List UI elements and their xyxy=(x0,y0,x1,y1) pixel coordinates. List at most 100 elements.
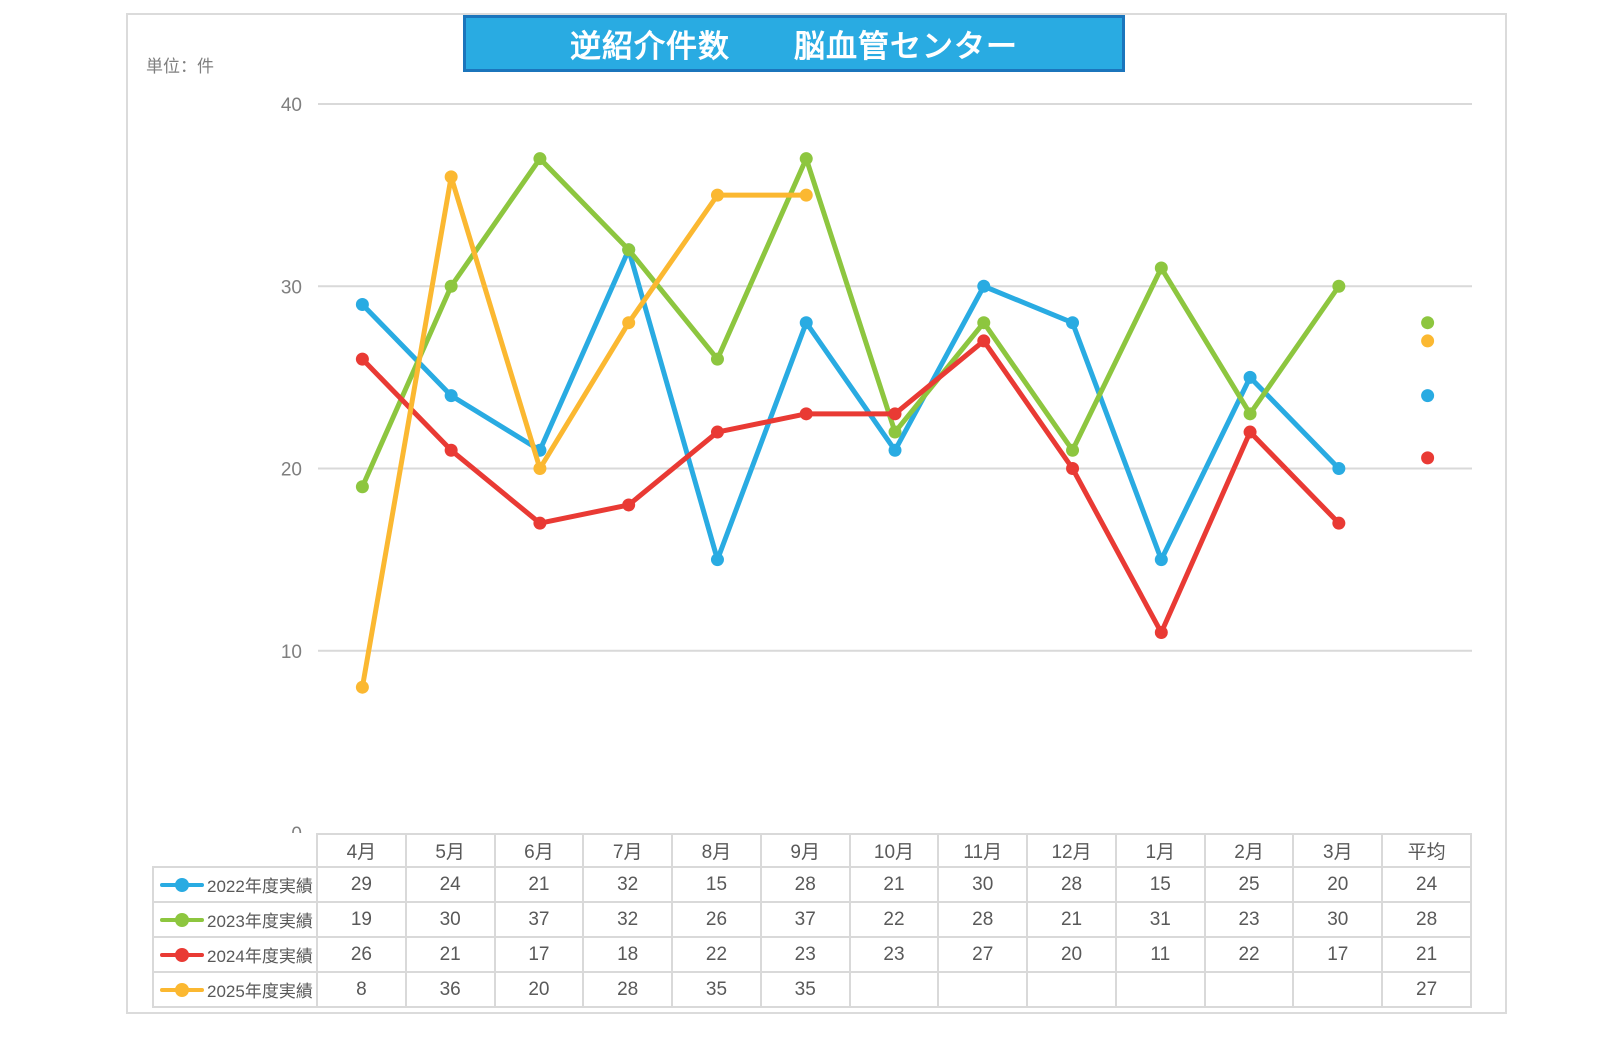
value-cell xyxy=(1205,973,1295,1008)
data-point-marker xyxy=(1066,316,1080,330)
data-point-marker xyxy=(888,443,902,457)
value-cell: 25 xyxy=(1205,868,1295,903)
series-line xyxy=(359,156,1342,490)
data-point-marker xyxy=(622,316,636,330)
y-axis-tick-label: 10 xyxy=(281,642,302,663)
table-header-cell: 12月 xyxy=(1028,833,1117,868)
value-cell xyxy=(1116,973,1206,1008)
value-cell: 30 xyxy=(939,868,1029,903)
data-point-marker xyxy=(1154,626,1168,640)
value-cell: 8 xyxy=(318,973,407,1008)
data-point-marker xyxy=(799,316,813,330)
data-point-marker xyxy=(533,516,547,530)
data-point-marker xyxy=(710,352,724,366)
legend-key-icon xyxy=(160,877,204,892)
value-cell: 23 xyxy=(850,938,940,973)
table-header-cell: 8月 xyxy=(673,833,762,868)
value-cell: 35 xyxy=(761,973,851,1008)
average-value-cell: 21 xyxy=(1383,938,1472,973)
chart-title-banner: 逆紹介件数 脳血管センター xyxy=(463,15,1125,72)
data-point-marker xyxy=(533,462,547,475)
value-cell: 21 xyxy=(1028,903,1117,938)
value-cell: 30 xyxy=(406,903,496,938)
value-cell: 30 xyxy=(1294,903,1384,938)
data-point-marker xyxy=(355,480,369,494)
data-point-marker xyxy=(977,334,991,348)
average-marker xyxy=(1421,451,1435,465)
legend-series-label: 2023年度実績 xyxy=(207,912,313,931)
data-point-marker xyxy=(710,425,724,439)
y-axis-tick-label: 30 xyxy=(281,277,302,298)
series-line xyxy=(359,247,1342,563)
value-cell: 24 xyxy=(406,868,496,903)
data-point-marker xyxy=(355,352,369,366)
data-point-marker xyxy=(799,152,813,166)
data-point-marker xyxy=(622,498,636,512)
table-header-cell: 6月 xyxy=(495,833,585,868)
value-cell: 15 xyxy=(1116,868,1206,903)
legend-key-icon xyxy=(160,982,204,997)
legend-cell: 2024年度実績 xyxy=(152,938,318,973)
data-point-marker xyxy=(1332,516,1346,530)
value-cell: 11 xyxy=(1116,938,1206,973)
data-point-marker xyxy=(1154,261,1168,275)
legend-key-icon xyxy=(160,947,204,962)
value-cell: 17 xyxy=(1294,938,1384,973)
table-header-cell: 10月 xyxy=(850,833,940,868)
data-point-marker xyxy=(799,188,813,202)
data-point-marker xyxy=(444,170,458,184)
table-header-cell: 1月 xyxy=(1116,833,1206,868)
legend-series-label: 2025年度実績 xyxy=(207,982,313,1001)
value-cell: 22 xyxy=(850,903,940,938)
series-line xyxy=(359,174,809,690)
data-point-marker xyxy=(1154,553,1168,567)
legend-cell: 2023年度実績 xyxy=(152,903,318,938)
value-cell xyxy=(1028,973,1117,1008)
value-cell: 19 xyxy=(318,903,407,938)
data-point-marker xyxy=(1243,370,1257,384)
value-cell: 31 xyxy=(1116,903,1206,938)
legend-series-label: 2024年度実績 xyxy=(207,947,313,966)
data-point-marker xyxy=(1243,407,1257,421)
value-cell: 27 xyxy=(939,938,1029,973)
data-point-marker xyxy=(1066,462,1080,475)
data-point-marker xyxy=(1243,425,1257,439)
data-point-marker xyxy=(888,407,902,421)
value-cell: 32 xyxy=(584,868,674,903)
table-header-cell: 3月 xyxy=(1294,833,1384,868)
average-marker xyxy=(1421,389,1435,403)
average-value-cell: 24 xyxy=(1383,868,1472,903)
value-cell: 17 xyxy=(495,938,585,973)
value-cell: 18 xyxy=(584,938,674,973)
data-point-marker xyxy=(355,297,369,311)
y-axis-tick-label: 20 xyxy=(281,460,302,481)
data-point-marker xyxy=(710,553,724,567)
legend-key-icon xyxy=(160,912,204,927)
average-marker xyxy=(1421,316,1435,330)
table-corner-spacer xyxy=(152,833,318,868)
data-point-marker xyxy=(1332,279,1346,293)
value-cell: 23 xyxy=(1205,903,1295,938)
value-cell: 26 xyxy=(318,938,407,973)
value-cell: 37 xyxy=(495,903,585,938)
chart-title: 逆紹介件数 脳血管センター xyxy=(570,29,1018,64)
value-cell: 32 xyxy=(584,903,674,938)
legend-cell: 2025年度実績 xyxy=(152,973,318,1008)
value-cell: 35 xyxy=(673,973,762,1008)
series-line xyxy=(359,338,1342,636)
data-point-marker xyxy=(622,243,636,257)
data-point-marker xyxy=(710,188,724,202)
data-point-marker xyxy=(444,389,458,403)
value-cell xyxy=(1294,973,1384,1008)
legend-cell: 2022年度実績 xyxy=(152,868,318,903)
value-cell: 23 xyxy=(761,938,851,973)
value-cell: 28 xyxy=(584,973,674,1008)
table-header-cell: 2月 xyxy=(1205,833,1295,868)
value-cell: 36 xyxy=(406,973,496,1008)
value-cell: 26 xyxy=(673,903,762,938)
value-cell: 28 xyxy=(939,903,1029,938)
value-cell: 20 xyxy=(495,973,585,1008)
value-cell: 28 xyxy=(761,868,851,903)
value-cell: 37 xyxy=(761,903,851,938)
